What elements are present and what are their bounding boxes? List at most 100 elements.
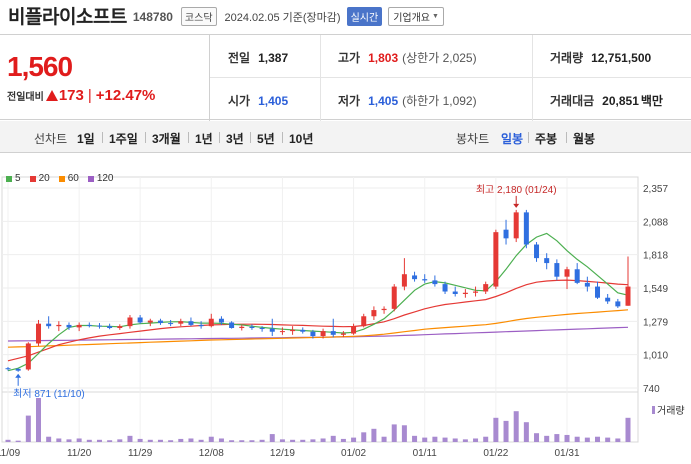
volume-bar: [178, 438, 184, 442]
candle-body: [493, 232, 499, 287]
tab-1d[interactable]: 1일: [77, 132, 95, 146]
candle-body: [198, 324, 204, 327]
candle-body: [595, 286, 601, 298]
volume-bar: [117, 439, 123, 442]
candle-chart-label: 봉차트: [456, 132, 490, 146]
volume-bar: [127, 435, 133, 442]
tab-separator: [566, 132, 567, 143]
candle-body: [503, 229, 509, 239]
stat-label: 저가: [338, 94, 361, 108]
volume-bar: [239, 440, 245, 442]
legend-ma20: 20: [29, 173, 50, 184]
candle-body: [96, 325, 102, 327]
stat-label: 거래량: [550, 51, 584, 65]
tab-separator: [145, 132, 146, 143]
candle-body: [381, 308, 387, 311]
volume-bar: [493, 417, 499, 442]
volume-bar: [432, 436, 438, 442]
quote-panel: 1,560 전일대비 173 | +12.47% 전일 1,387 고가 1,8…: [0, 34, 691, 121]
legend-swatch: [6, 175, 12, 182]
x-tick-label: 01/22: [483, 448, 508, 459]
tab-5y[interactable]: 5년: [257, 132, 275, 146]
tab-weekly[interactable]: 주봉: [535, 132, 558, 146]
volume-bar: [534, 433, 540, 442]
ma60-line: [7, 309, 629, 348]
candle-body: [391, 286, 397, 309]
legend-swatch: [29, 175, 36, 182]
candle-body: [188, 321, 194, 325]
volume-bar: [107, 440, 113, 442]
volume-bar: [544, 435, 550, 442]
volume-legend-swatch: [652, 406, 655, 414]
volume-bar: [340, 438, 346, 442]
candle-body: [483, 284, 489, 292]
stat-sub: (상한가 2,025): [402, 51, 477, 65]
tab-3m[interactable]: 3개월: [152, 132, 181, 146]
volume-bar: [5, 439, 11, 442]
volume-bar: [625, 417, 631, 442]
volume-bar: [218, 438, 224, 442]
legend-ma5: 5: [6, 173, 21, 184]
change-percent: +12.47%: [95, 87, 156, 104]
candle-body: [239, 326, 245, 329]
stat-row: 시가 1,405 저가 1,405 (하한가 1,092) 거래대금 20,85…: [210, 78, 691, 121]
candle-body: [452, 291, 458, 294]
volume-bar: [269, 434, 275, 442]
volume-bar: [147, 439, 153, 442]
volume-bar: [361, 432, 367, 442]
volume-bar: [279, 439, 285, 442]
volume-bar: [595, 436, 601, 442]
y-tick-label: 2,088: [643, 217, 668, 228]
tab-daily[interactable]: 일봉: [501, 132, 524, 146]
candle-body: [340, 333, 346, 335]
period-tabs: 선차트 1일 1주일 3개월 1년 3년 5년 10년 봉차트 일봉 주봉 월봉: [0, 121, 691, 153]
volume-bar: [422, 437, 428, 442]
volume-bar: [523, 422, 529, 442]
candle-body: [422, 279, 428, 281]
tab-10y[interactable]: 10년: [289, 132, 314, 146]
volume-bar: [330, 435, 336, 442]
candle-body: [534, 244, 540, 259]
stat-sub: (하한가 1,092): [402, 94, 477, 108]
x-tick-label: 11/09: [0, 448, 21, 459]
volume-bar: [503, 420, 509, 442]
legend-swatch: [87, 175, 94, 182]
stat-high: 고가 1,803 (상한가 2,025): [338, 49, 477, 66]
tab-monthly[interactable]: 월봉: [573, 132, 596, 146]
ma20-line: [7, 279, 629, 362]
x-tick-label: 11/29: [128, 448, 153, 459]
candle-body: [229, 322, 235, 329]
legend-label: 5: [15, 173, 21, 184]
tab-separator: [188, 132, 189, 143]
volume-bar: [442, 437, 448, 442]
company-overview-button[interactable]: 기업개요 ▼: [388, 6, 444, 26]
volume-bar: [615, 438, 621, 442]
candle-body: [442, 284, 448, 292]
price-block: 1,560 전일대비 173 | +12.47%: [0, 35, 210, 121]
max-label: 최고 2,180 (01/24): [476, 184, 557, 196]
candle-body: [330, 331, 336, 335]
candle-body: [147, 320, 153, 323]
candlestick-chart[interactable]: 2,357 2,088 1,818 1,549 1,279 1,010 740 11/09 11…: [0, 153, 691, 464]
change-row: 전일대비 173 | +12.47%: [7, 87, 155, 104]
volume-bar: [381, 436, 387, 442]
candle-body: [208, 318, 214, 327]
volume-bar: [310, 439, 316, 442]
tab-1w[interactable]: 1주일: [109, 132, 138, 146]
legend-label: 120: [96, 173, 114, 184]
price-chart: 5 20 60 120 2,357 2,088 1,818 1,549 1,279 1,0…: [0, 153, 691, 464]
stat-value: 12,751,500: [591, 51, 652, 65]
volume-bar: [300, 439, 306, 442]
volume-bar: [513, 411, 519, 442]
volume-bar: [168, 440, 174, 442]
volume-bar: [412, 435, 418, 442]
stat-grid: 전일 1,387 고가 1,803 (상한가 2,025) 거래량 12,751…: [210, 35, 691, 121]
realtime-button[interactable]: 실시간: [346, 6, 383, 26]
stat-volume: 거래량 12,751,500: [550, 49, 651, 66]
candle-body: [462, 292, 468, 294]
stat-open: 시가 1,405: [228, 92, 288, 109]
legend-label: 60: [67, 173, 79, 184]
volume-bar: [66, 439, 72, 442]
tab-3y[interactable]: 3년: [226, 132, 244, 146]
tab-1y[interactable]: 1년: [195, 132, 213, 146]
